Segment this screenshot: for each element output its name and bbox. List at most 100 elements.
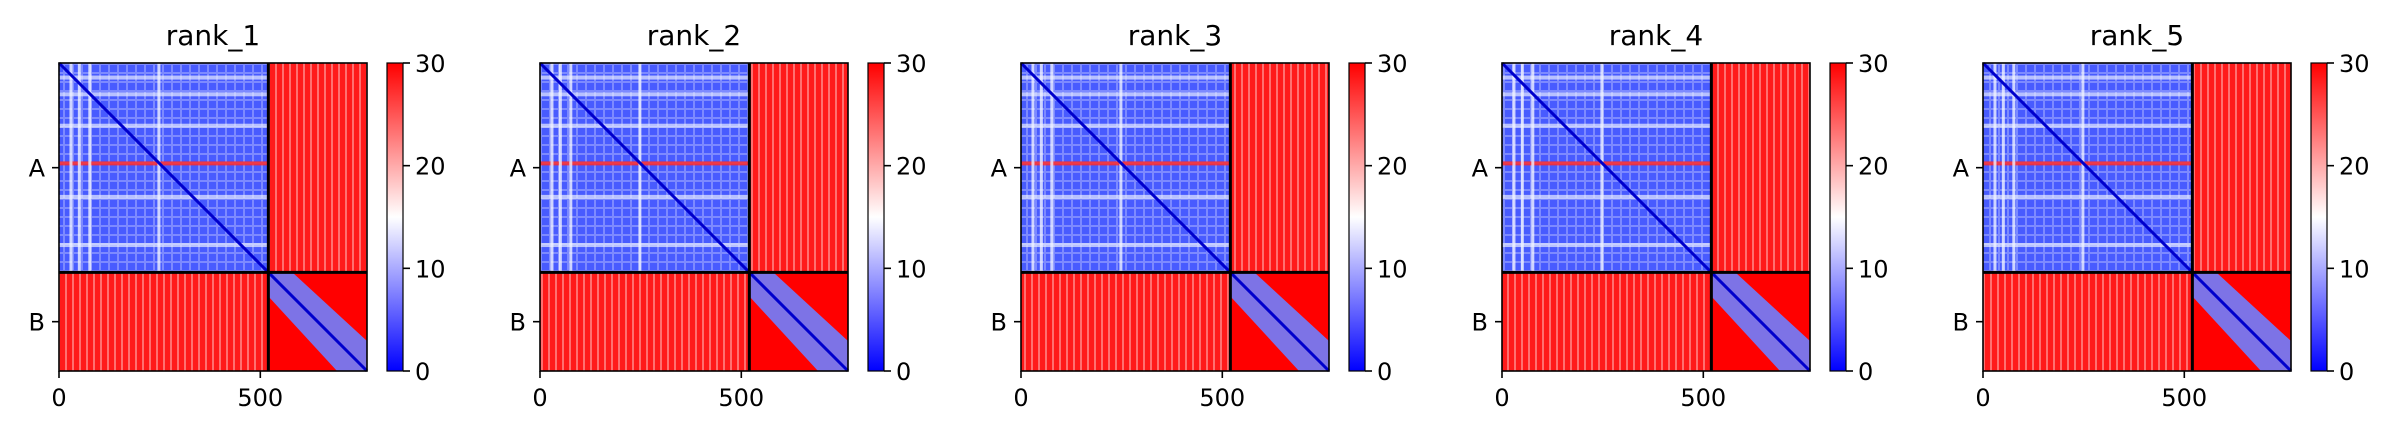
block-B-A <box>540 272 750 371</box>
stripe-col <box>1031 63 1035 273</box>
x-tick-label: 500 <box>2161 384 2207 412</box>
pae-panel: rank_5 A B 0 500 0 10 20 30 <box>1953 19 2370 412</box>
stripe-row <box>1983 75 2193 80</box>
stripe-row <box>1983 92 2193 97</box>
stripe-row <box>1021 243 1231 248</box>
panel-title: rank_4 <box>1609 19 1703 52</box>
x-tick-label: 500 <box>1680 384 1726 412</box>
diagonal <box>538 61 850 373</box>
colorbar-tick-label: 30 <box>2339 50 2370 78</box>
stripe-row <box>1983 161 2193 166</box>
colorbar-tick-label: 20 <box>1377 153 1408 181</box>
pae-panel: rank_1 A B 0 500 0 10 20 30 <box>29 19 446 412</box>
stripe-row <box>59 194 269 199</box>
stripe-col <box>88 63 92 273</box>
stripe-row <box>59 161 269 166</box>
y-tick-label: B <box>991 309 1007 337</box>
stripe-col <box>77 63 81 273</box>
stripe-row <box>540 194 750 199</box>
stripe-col <box>2001 63 2005 273</box>
stripe-row <box>59 75 269 80</box>
colorbar <box>2310 62 2328 372</box>
x-tick-label: 500 <box>718 384 764 412</box>
y-tick-label: A <box>1953 155 1970 183</box>
stripe-col <box>1993 63 1997 273</box>
colorbar-tick-label: 20 <box>2339 153 2370 181</box>
stripe-col <box>1600 63 1604 273</box>
pae-panel: rank_3 A B 0 500 0 10 20 30 <box>991 19 1408 412</box>
colorbar-tick-label: 10 <box>896 255 927 283</box>
y-tick-label: B <box>510 309 526 337</box>
stripe-row <box>59 123 269 128</box>
panel-title: rank_5 <box>2090 19 2184 52</box>
block-B-A <box>1021 272 1231 371</box>
heatmap <box>57 61 369 373</box>
stripe-row <box>1502 194 1712 199</box>
stripe-col <box>550 63 554 273</box>
colorbar-tick-label: 10 <box>1377 255 1408 283</box>
colorbar <box>867 62 885 372</box>
stripe-col <box>1119 63 1123 273</box>
y-tick-label: B <box>1472 309 1488 337</box>
block-B-A <box>1983 272 2193 371</box>
stripe-row <box>1502 161 1712 166</box>
y-tick-label: A <box>29 155 46 183</box>
axes-frame <box>1501 62 1811 372</box>
stripe-col <box>2081 63 2085 273</box>
x-tick-label: 0 <box>1975 384 1990 412</box>
diagonal <box>1019 61 1331 373</box>
stripe-row <box>1021 123 1231 128</box>
diagonal <box>1981 61 2293 373</box>
colorbar-tick-label: 0 <box>2339 358 2354 386</box>
stripe-row <box>1021 161 1231 166</box>
block-A-B <box>268 63 367 273</box>
heatmap <box>1500 61 1812 373</box>
colorbar-tick-label: 20 <box>896 153 927 181</box>
stripe-row <box>1021 92 1231 97</box>
stripe-row <box>540 92 750 97</box>
block-B-A <box>59 272 269 371</box>
axes-frame <box>58 62 368 372</box>
stripe-row <box>1502 243 1712 248</box>
panel-title: rank_1 <box>166 19 260 52</box>
colorbar <box>386 62 404 372</box>
x-tick-label: 0 <box>1013 384 1028 412</box>
diagonal <box>57 61 369 373</box>
colorbar-tick-label: 20 <box>1858 153 1889 181</box>
colorbar-tick-label: 10 <box>2339 255 2370 283</box>
heatmap <box>538 61 850 373</box>
panel-title: rank_3 <box>1128 19 1222 52</box>
block-B-A <box>1502 272 1712 371</box>
colorbar-tick-label: 0 <box>1377 358 1392 386</box>
y-tick-label: A <box>1472 155 1489 183</box>
stripe-row <box>540 75 750 80</box>
stripe-col <box>2012 63 2016 273</box>
pae-panel: rank_4 A B 0 500 0 10 20 30 <box>1472 19 1889 412</box>
diagonal <box>1500 61 1812 373</box>
colorbar-tick-label: 30 <box>896 50 927 78</box>
stripe-col <box>157 63 161 273</box>
x-tick-label: 0 <box>51 384 66 412</box>
block-A-B <box>749 63 848 273</box>
heatmap <box>1019 61 1331 373</box>
stripe-row <box>59 92 269 97</box>
stripe-row <box>1502 123 1712 128</box>
pae-panel: rank_2 A B 0 500 0 10 20 30 <box>510 19 927 412</box>
colorbar-tick-label: 10 <box>1858 255 1889 283</box>
stripe-row <box>1021 75 1231 80</box>
block-A-B <box>2192 63 2291 273</box>
colorbar-tick-label: 30 <box>1858 50 1889 78</box>
stripe-col <box>69 63 73 273</box>
stripe-col <box>569 63 573 273</box>
stripe-col <box>558 63 562 273</box>
x-tick-label: 0 <box>1494 384 1509 412</box>
colorbar-tick-label: 30 <box>1377 50 1408 78</box>
stripe-row <box>1983 123 2193 128</box>
heatmap <box>1981 61 2293 373</box>
colorbar <box>1829 62 1847 372</box>
colorbar-tick-label: 0 <box>415 358 430 386</box>
stripe-row <box>1983 243 2193 248</box>
stripe-col <box>1531 63 1535 273</box>
axes-frame <box>1020 62 1330 372</box>
